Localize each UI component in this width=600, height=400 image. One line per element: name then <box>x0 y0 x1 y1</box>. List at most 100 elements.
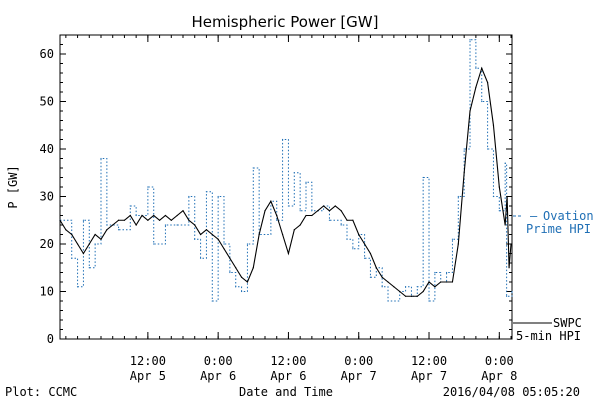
data-point <box>240 290 243 293</box>
data-point <box>276 219 278 221</box>
data-point <box>486 81 489 84</box>
data-point <box>457 243 459 245</box>
x-tick-label-date: Apr 6 <box>200 369 236 383</box>
plot-credit: Plot: CCMC <box>5 385 77 399</box>
data-point <box>334 205 336 207</box>
data-point <box>82 219 85 221</box>
data-point <box>205 229 208 231</box>
data-point <box>410 295 413 297</box>
data-point <box>135 224 137 226</box>
data-point <box>217 238 219 240</box>
data-point <box>147 219 149 221</box>
data-point <box>299 224 301 226</box>
x-tick-label-time: 0:00 <box>485 354 514 368</box>
data-point <box>164 214 167 217</box>
data-point <box>176 214 178 217</box>
data-point <box>235 286 237 288</box>
data-point <box>176 224 178 226</box>
data-point <box>475 86 477 88</box>
data-point <box>112 224 114 226</box>
data-point <box>82 252 85 255</box>
data-point <box>287 205 290 207</box>
x-tick-label-date: Apr 7 <box>411 369 447 383</box>
data-point <box>223 248 225 250</box>
data-point <box>492 195 495 198</box>
data-point <box>88 243 90 245</box>
data-point <box>387 300 389 302</box>
y-tick-label: 60 <box>40 47 54 61</box>
series-swpc-5min-hpi <box>59 66 512 297</box>
x-tick-label-date: Apr 7 <box>341 369 377 383</box>
data-point <box>205 191 208 193</box>
data-point <box>340 210 342 212</box>
data-point <box>381 276 383 278</box>
data-point <box>416 286 418 288</box>
data-point <box>363 243 366 245</box>
data-point <box>258 233 260 236</box>
legend-ovation: – Ovation Prime HPI <box>513 209 594 236</box>
data-point <box>100 157 102 160</box>
series-ovation-prime-hpi <box>59 39 513 302</box>
data-point <box>76 243 79 245</box>
data-point <box>194 224 196 226</box>
data-point <box>469 110 471 112</box>
x-tick-label-date: Apr 5 <box>130 369 166 383</box>
data-point <box>305 181 307 183</box>
y-tick-label: 50 <box>40 95 54 109</box>
data-point <box>141 214 143 217</box>
data-point <box>352 248 354 250</box>
data-point <box>463 172 465 174</box>
data-point <box>94 243 96 245</box>
data-point <box>498 186 500 188</box>
data-point <box>229 271 231 274</box>
data-point <box>76 286 79 288</box>
data-point <box>416 295 418 297</box>
data-point <box>404 295 407 297</box>
y-tick-label: 10 <box>40 285 54 299</box>
data-point <box>399 290 401 293</box>
data-point <box>264 210 266 212</box>
data-point <box>504 224 506 226</box>
x-axis-label: Date and Time <box>239 385 333 399</box>
data-point <box>246 243 249 245</box>
x-tick-label-time: 12:00 <box>411 354 447 368</box>
data-point <box>445 281 448 283</box>
data-point <box>299 210 301 212</box>
legend-ovation-dash: – <box>530 209 538 223</box>
data-point <box>229 257 231 259</box>
data-point <box>281 138 284 141</box>
data-point <box>252 267 254 269</box>
data-point <box>375 267 377 269</box>
data-point <box>129 214 131 217</box>
data-point <box>434 286 436 288</box>
data-point <box>498 210 500 212</box>
y-tick-label: 40 <box>40 142 54 156</box>
legend-swpc-label-2: 5-min HPI <box>516 329 581 343</box>
data-point <box>457 195 459 198</box>
data-point <box>65 229 67 231</box>
data-point <box>129 205 131 207</box>
data-point <box>358 233 360 236</box>
legend-ovation-label-2: Prime HPI <box>526 222 591 236</box>
data-point <box>281 233 284 236</box>
data-point <box>158 219 161 221</box>
data-point <box>59 219 61 221</box>
data-point <box>188 219 190 221</box>
data-point <box>217 195 219 198</box>
data-point <box>404 286 407 288</box>
data-point <box>428 281 430 283</box>
data-point <box>147 186 149 188</box>
data-point <box>223 243 225 245</box>
plot-timestamp: 2016/04/08 05:05:20 <box>443 385 580 399</box>
y-axis: 0 10 20 30 40 50 60 <box>40 34 512 346</box>
data-point <box>451 238 454 240</box>
data-point <box>188 195 190 198</box>
data-point <box>508 267 510 269</box>
data-point <box>506 295 508 297</box>
data-point <box>381 286 383 288</box>
data-point <box>322 205 325 207</box>
data-point <box>287 252 290 255</box>
data-point <box>428 300 430 302</box>
data-point <box>164 224 167 226</box>
data-point <box>293 229 295 231</box>
